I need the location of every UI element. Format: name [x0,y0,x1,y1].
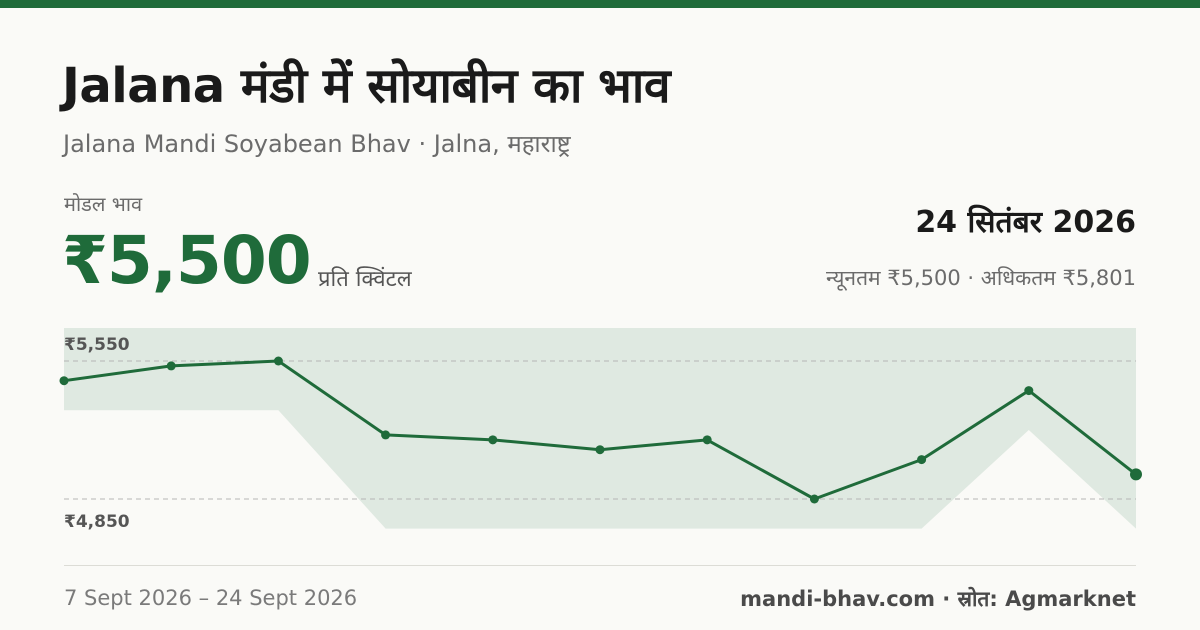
price-point [702,435,712,445]
price-point [809,494,819,504]
page-title: Jalana मंडी में सोयाबीन का भाव [62,58,671,114]
price-point [917,455,927,465]
price-unit: प्रति क्विंटल [318,267,412,292]
model-price-label: मोडल भाव [64,192,143,216]
price-point [488,435,498,445]
price-point [1024,386,1034,396]
report-date: 24 सितंबर 2026 [915,205,1136,240]
page-subtitle: Jalana Mandi Soyabean Bhav · Jalna, महार… [63,130,571,158]
price-point [381,430,391,440]
footer-date-range: 7 Sept 2026 – 24 Sept 2026 [64,586,358,610]
y-tick-label-1: ₹4,850 [64,512,130,532]
latest-price-point [1130,468,1142,481]
model-price-value: ₹5,500 [62,222,312,299]
price-point [595,445,605,455]
price-point [166,361,176,371]
price-point [59,376,69,386]
min-max-range: न्यूनतम ₹5,500 · अधिकतम ₹5,801 [826,266,1136,290]
footer-divider [64,565,1136,566]
footer-source: mandi-bhav.com · स्रोत: Agmarknet [740,587,1136,611]
top-accent-bar [0,0,1200,8]
price-point [273,356,283,366]
y-tick-label-0: ₹5,550 [64,335,130,355]
